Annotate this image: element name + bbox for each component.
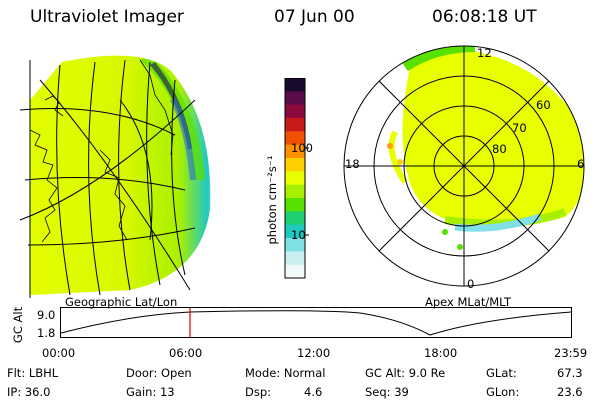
alt-xtick-2: 12:00 [297, 346, 331, 360]
glat-label: GLat: [486, 366, 517, 380]
colorbar-segment [285, 238, 305, 252]
seq-info: Seq: 39 [365, 385, 409, 399]
colorbar-segment [285, 251, 305, 266]
colorbar-segment [285, 224, 305, 239]
mlt-label-18: 18 [345, 157, 360, 171]
colorbar-segment [285, 104, 305, 119]
colorbar-segment [285, 118, 305, 132]
alt-ytick-top: 9.0 [37, 308, 56, 322]
mlat-label-60: 60 [536, 98, 551, 112]
alt-xtick-3: 18:00 [424, 346, 458, 360]
colorbar-segment [285, 211, 305, 226]
mlt-label-12: 12 [477, 46, 492, 60]
mlat-label-70: 70 [512, 121, 527, 135]
gain-info: Gain: 13 [126, 385, 175, 399]
alt-ytick-bottom: 1.8 [37, 326, 56, 340]
mlt-label-0: 0 [467, 277, 475, 291]
colorbar-segment [285, 264, 305, 279]
alt-xtick-0: 00:00 [42, 346, 76, 360]
polar-plot [343, 45, 585, 287]
colorbar-segment [285, 91, 305, 106]
glon-value: 23.6 [557, 385, 583, 399]
geographic-image [19, 55, 211, 298]
colorbar [284, 78, 309, 279]
instrument-title: Ultraviolet Imager [30, 7, 184, 27]
altitude-plot [60, 307, 572, 338]
dsp-value: 4.6 [304, 385, 323, 399]
ip-info: IP: 36.0 [7, 385, 51, 399]
glon-label: GLon: [486, 385, 520, 399]
date-label: 07 Jun 00 [274, 7, 355, 27]
gc-alt-info: GC Alt: 9.0 Re [365, 366, 446, 380]
colorbar-unit-label: photon cm⁻²s⁻¹ [265, 155, 279, 245]
alt-ylabel: GC Alt [11, 306, 25, 344]
colorbar-tick-10: 10 [291, 228, 306, 242]
colorbar-segment [285, 158, 305, 172]
filter-info: Flt: LBHL [7, 366, 59, 380]
colorbar-segment [285, 198, 305, 212]
colorbar-segment [285, 144, 305, 159]
colorbar-segment [285, 171, 305, 186]
door-info: Door: Open [126, 366, 192, 380]
colorbar-segment [285, 78, 305, 92]
right-panel-caption: Apex MLat/MLT [425, 295, 512, 309]
glat-value: 67.3 [557, 366, 583, 380]
left-panel-caption: Geographic Lat/Lon [65, 295, 178, 309]
mlt-label-6: 6 [577, 157, 585, 171]
alt-xtick-1: 06:00 [169, 346, 203, 360]
colorbar-tick-100: 100 [291, 141, 313, 155]
dsp-label: Dsp: [245, 385, 272, 399]
alt-xtick-4: 23:59 [554, 346, 588, 360]
time-label: 06:08:18 UT [432, 7, 537, 27]
colorbar-segment [285, 184, 305, 199]
colorbar-segment [285, 131, 305, 146]
mode-info: Mode: Normal [245, 366, 326, 380]
mlat-label-80: 80 [492, 142, 507, 156]
